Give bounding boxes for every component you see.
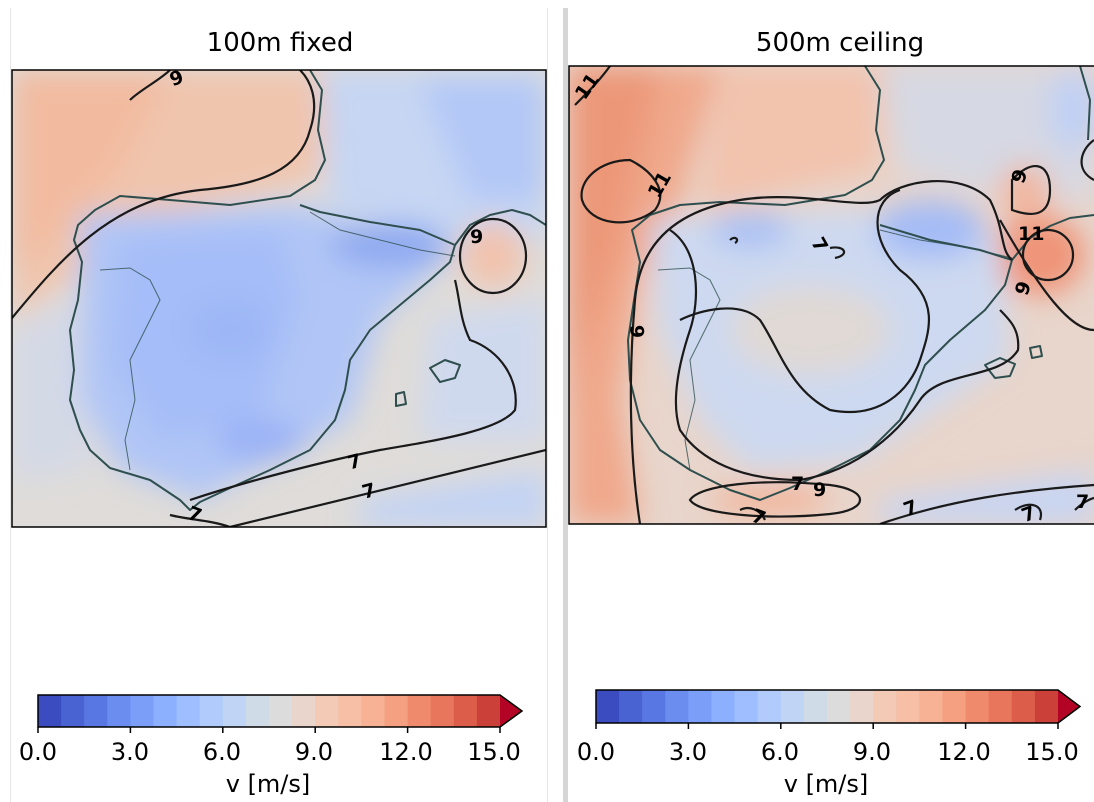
colorbar-tick-label: 6.0	[760, 738, 800, 766]
colorbar-segment	[430, 695, 455, 727]
colorbar-segment	[780, 690, 805, 723]
colorbar-segment	[153, 695, 178, 727]
colorbar-tick-label: 15.0	[1025, 738, 1079, 766]
colorbar-left	[37, 694, 524, 733]
colorbar-segment	[338, 695, 362, 727]
contour-label: 7	[1076, 491, 1089, 513]
colorbar-segment	[596, 690, 620, 723]
colorbar-segment	[176, 695, 201, 727]
colorbar-label-left: v [m/s]	[225, 770, 311, 798]
colorbar-segment	[269, 695, 293, 727]
colorbar-segment	[1011, 690, 1036, 723]
colorbar-segment	[222, 695, 247, 727]
contour-label: 7	[791, 473, 804, 495]
colorbar-segment	[384, 695, 409, 727]
panel-title-right: 500m ceiling	[755, 28, 925, 58]
colorbar-segment	[919, 690, 943, 723]
colorbar-segment	[38, 695, 62, 727]
colorbar-tick-label: 3.0	[668, 738, 708, 766]
colorbar-segment	[688, 690, 712, 723]
colorbar-segment	[245, 695, 270, 727]
colorbar-segment	[734, 690, 759, 723]
colorbar-segment	[873, 690, 897, 723]
colorbar-segment	[965, 690, 990, 723]
colorbar-segment	[107, 695, 131, 727]
colorbar-segment	[757, 690, 782, 723]
colorbar-segment	[711, 690, 736, 723]
colorbar-segment	[61, 695, 85, 727]
colorbar-extend-arrow	[500, 695, 522, 727]
colorbar-tick-label: 0.0	[576, 738, 616, 766]
colorbar-tick-label: 0.0	[18, 738, 58, 766]
colorbar-tick-label: 12.0	[937, 738, 991, 766]
contour-label: 9	[470, 226, 483, 248]
colorbar-segment	[665, 690, 689, 723]
colorbar-extend-arrow	[1058, 690, 1080, 723]
colorbar-tick-label: 6.0	[202, 738, 242, 766]
colorbar-segment	[896, 690, 920, 723]
panel-separator-middle	[547, 8, 548, 802]
colorbar-tick-label: 9.0	[294, 738, 334, 766]
map-left: 9 9 7 7 7	[12, 66, 546, 527]
colorbar-segment	[1034, 690, 1059, 723]
colorbar-segment	[850, 690, 874, 723]
contour-label: 7	[360, 479, 378, 504]
panel-title-left: 100m fixed	[206, 28, 354, 58]
contour-label: 11	[1018, 223, 1044, 245]
contour-label: 7	[345, 450, 363, 475]
colorbar-tick-label: 12.0	[379, 738, 433, 766]
colorbar-tick-label: 15.0	[467, 738, 521, 766]
contour-label: 9	[167, 66, 187, 91]
map-right: 11 11 9 11 9 7 6 7 9 7 7 7 7	[569, 66, 1094, 530]
colorbar-segment	[361, 695, 385, 727]
panel-separator-right	[563, 8, 568, 802]
map-frame-right	[568, 65, 1094, 525]
colorbar-tick-label: 9.0	[852, 738, 892, 766]
colorbar-segment	[827, 690, 851, 723]
colorbar-segment	[942, 690, 967, 723]
panel-separator-left	[10, 8, 11, 802]
colorbar-segment	[642, 690, 666, 723]
colorbar-segment	[619, 690, 643, 723]
colorbar-outline	[595, 689, 1082, 724]
contour-label: 9	[813, 479, 826, 501]
map-frame-left	[11, 69, 547, 528]
colorbar-label-right: v [m/s]	[783, 770, 869, 798]
colorbar-outline	[37, 694, 524, 728]
colorbar-segment	[407, 695, 432, 727]
colorbar-segment	[130, 695, 154, 727]
colorbar-segment	[988, 690, 1013, 723]
contour-label: 7	[749, 505, 769, 530]
colorbar-segment	[453, 695, 478, 727]
colorbar-segment	[84, 695, 108, 727]
colorbar-tick-label: 3.0	[110, 738, 150, 766]
colorbar-segment	[292, 695, 316, 727]
colorbar-right	[595, 689, 1082, 729]
colorbar-segment	[315, 695, 339, 727]
colorbar-segment	[803, 690, 828, 723]
contour-label: 6	[627, 325, 649, 338]
colorbar-segment	[199, 695, 224, 727]
colorbar-segment	[476, 695, 501, 727]
